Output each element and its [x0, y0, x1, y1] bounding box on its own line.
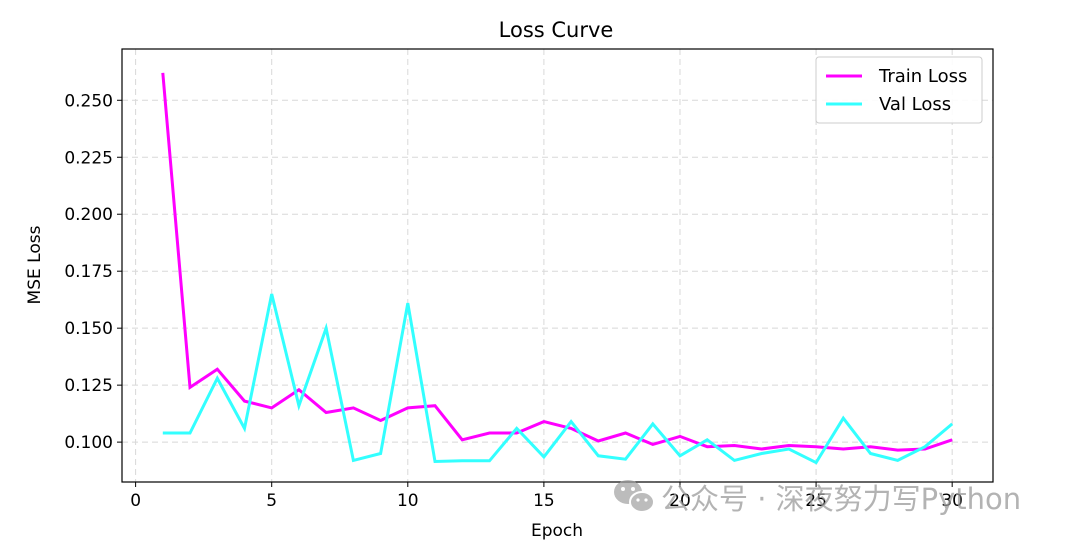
y-tick-label: 0.125: [64, 376, 113, 396]
plot-frame: [121, 48, 994, 483]
chart-title: Loss Curve: [499, 18, 614, 42]
wechat-icon: [614, 480, 655, 513]
x-tick-label: 30: [941, 491, 963, 511]
y-tick-label: 0.250: [64, 91, 113, 111]
y-tick-label: 0.150: [64, 319, 113, 339]
legend: Train Loss Val Loss: [815, 56, 983, 124]
series-line-train-loss: [161, 72, 953, 452]
y-axis-label: MSE Loss: [25, 225, 45, 304]
legend-label-val-loss: Val Loss: [879, 94, 951, 115]
x-tick-label: 20: [669, 491, 691, 511]
y-tick-label: 0.175: [64, 262, 113, 282]
y-ticks: 0.100 0.125 0.150 0.175 0.200 0.225 0.250: [64, 91, 122, 453]
x-tick-label: 0: [130, 491, 141, 511]
legend-box: [815, 56, 983, 124]
y-tick-label: 0.200: [64, 205, 113, 225]
legend-label-train-loss: Train Loss: [878, 66, 967, 87]
x-tick-label: 15: [533, 491, 555, 511]
series-lines: [161, 72, 954, 465]
x-tick-label: 25: [805, 491, 827, 511]
grid-lines: [122, 49, 993, 482]
x-tick-label: 10: [397, 491, 419, 511]
y-tick-label: 0.100: [64, 433, 113, 453]
x-ticks: 0 5 10 15 20 25 30: [130, 482, 963, 511]
x-axis-label: Epoch: [531, 521, 583, 541]
x-tick-label: 5: [266, 491, 277, 511]
watermark-text: 公众号 · 深夜努力写Python: [661, 482, 1021, 516]
series-line-val-loss: [162, 293, 954, 465]
y-tick-label: 0.225: [64, 148, 113, 168]
watermark: 公众号 · 深夜努力写Python: [614, 480, 1021, 516]
